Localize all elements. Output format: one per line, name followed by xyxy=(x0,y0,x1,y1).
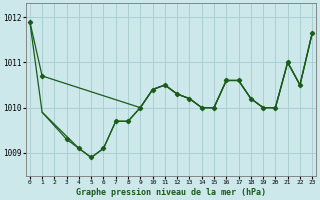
X-axis label: Graphe pression niveau de la mer (hPa): Graphe pression niveau de la mer (hPa) xyxy=(76,188,266,197)
